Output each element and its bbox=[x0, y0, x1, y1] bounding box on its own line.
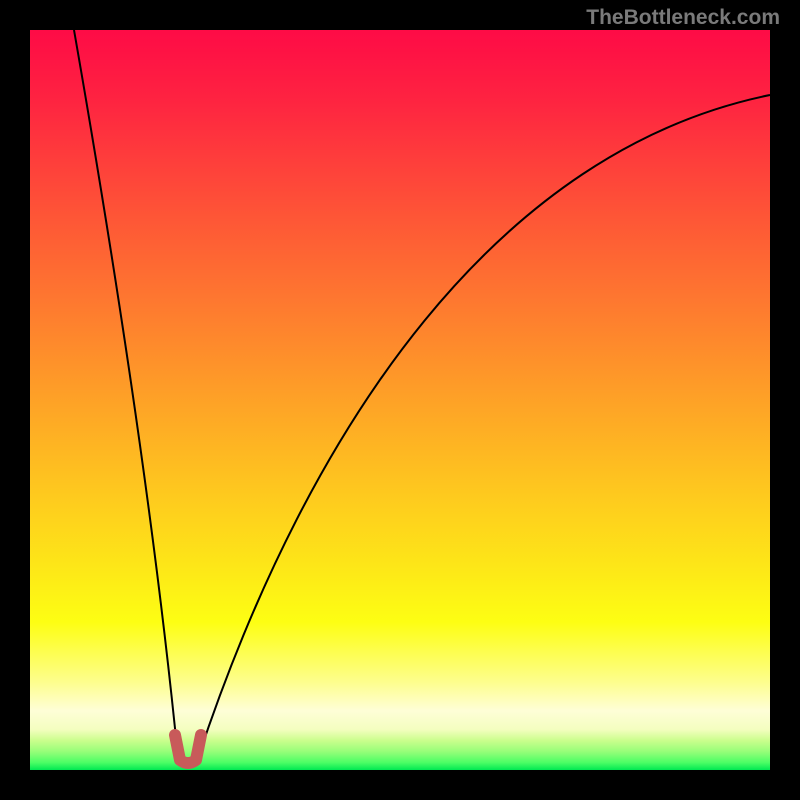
chart-stage: TheBottleneck.com bbox=[0, 0, 800, 800]
plot-area bbox=[30, 30, 770, 770]
watermark-text: TheBottleneck.com bbox=[586, 6, 780, 30]
